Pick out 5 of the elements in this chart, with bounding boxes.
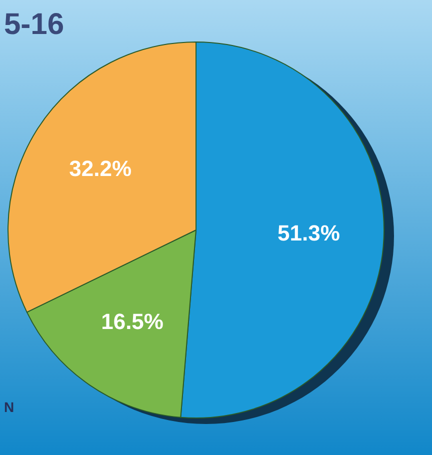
data-label: 32.2%	[69, 156, 132, 181]
chart-title: 5-16	[4, 8, 64, 41]
data-label: 16.5%	[101, 308, 164, 334]
data-label: 51.3%	[278, 220, 340, 246]
text: N	[4, 399, 14, 415]
